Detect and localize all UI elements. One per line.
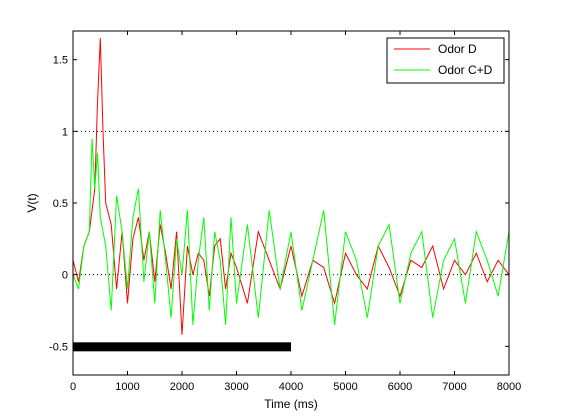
legend-label-odor-d: Odor D [438,42,477,56]
y-axis: -0.5 0 0.5 1 1.5 [49,55,509,353]
y-tick-label: 1.5 [53,55,68,67]
x-tick-label: 7000 [442,381,466,393]
legend-label-odor-cd: Odor C+D [438,63,493,77]
y-tick-label: 0 [62,270,68,282]
legend-box [386,37,505,84]
x-tick-label: 5000 [333,381,357,393]
stimulus-bar [73,342,291,352]
y-tick-label: 1 [62,126,68,138]
x-tick-label: 3000 [224,381,248,393]
stimulus-layer [73,342,291,352]
x-axis-label: Time (ms) [264,397,318,411]
series-line-1 [72,138,510,325]
y-tick-label: 0.5 [53,198,68,210]
y-axis-label: V(t) [25,193,39,212]
y-tick-label: -0.5 [49,341,68,353]
x-tick-label: 0 [70,381,76,393]
reference-lines [73,130,509,276]
x-tick-label: 4000 [279,381,303,393]
x-axis: 0 1000 2000 3000 4000 5000 6000 7000 8000 [70,31,521,393]
x-tick-label: 8000 [497,381,521,393]
axes-background [73,31,509,375]
series-layer [72,38,510,335]
legend: Odor D Odor C+D [386,37,505,84]
x-tick-label: 2000 [170,381,194,393]
x-tick-label: 6000 [388,381,412,393]
x-tick-label: 1000 [115,381,139,393]
